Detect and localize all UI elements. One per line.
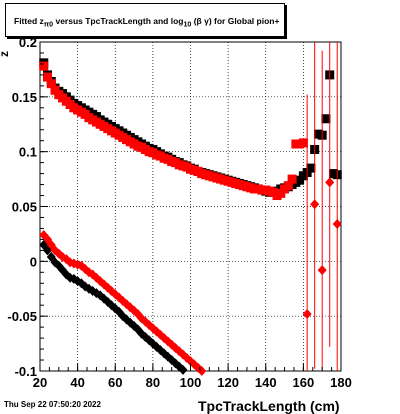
grid-lines <box>40 42 341 371</box>
y-tick-label: 0 <box>30 254 37 269</box>
x-tick-label: 120 <box>217 375 239 390</box>
axis-ticks: 20 40 60 80 100 120 140 160 180 -0.1 -0.05 0 0.05 0.1… <box>7 35 351 390</box>
title-text-c: (β γ) for Global pion+ <box>191 16 280 26</box>
data-point-square <box>39 61 49 71</box>
y-tick-label: -0.05 <box>7 309 37 324</box>
data-point-diamond <box>122 299 132 310</box>
y-tick-label: 0.05 <box>12 200 37 215</box>
data-point-square <box>287 174 297 184</box>
title-text-b: versus TpcTrackLength and log <box>53 16 184 26</box>
data-point-diamond <box>325 177 335 188</box>
data-point-square <box>298 138 308 148</box>
timestamp: Thu Sep 22 07:50:20 2022 <box>4 400 101 409</box>
x-tick-label: 160 <box>293 375 315 390</box>
x-tick-label: 140 <box>255 375 277 390</box>
x-tick-label: 40 <box>70 375 84 390</box>
data-point-square <box>306 163 316 173</box>
y-tick-label: 0.15 <box>12 90 37 105</box>
x-tick-label: 20 <box>33 375 47 390</box>
x-tick-label: 60 <box>108 375 122 390</box>
data-point-square <box>321 114 331 124</box>
title-sub-a: π0 <box>43 20 54 29</box>
y-tick-label: -0.1 <box>15 364 37 379</box>
title-text-a: Fitted z <box>14 16 44 26</box>
data-point-diamond <box>317 265 327 276</box>
y-tick-label: 0.2 <box>19 35 37 50</box>
data-point-diamond <box>302 308 312 319</box>
plot-title-box: Fitted zπ0 versus TpcTrackLength and log… <box>5 3 285 37</box>
x-tick-label: 100 <box>180 375 202 390</box>
data-point-diamond <box>310 199 320 210</box>
title-sub-b: 10 <box>183 20 192 29</box>
data-point-square <box>283 181 293 191</box>
data-point-diamond <box>54 248 64 259</box>
y-axis-label: z <box>0 51 11 57</box>
data-marks <box>39 42 342 376</box>
data-point-diamond <box>332 219 342 230</box>
x-axis-label: TpcTrackLength (cm) <box>198 398 340 414</box>
x-tick-label: 80 <box>146 375 160 390</box>
data-point-square <box>43 72 53 82</box>
data-point-diamond <box>122 314 132 325</box>
y-tick-label: 0.1 <box>19 145 37 160</box>
x-tick-label: 180 <box>330 375 352 390</box>
data-point-square <box>46 79 56 89</box>
